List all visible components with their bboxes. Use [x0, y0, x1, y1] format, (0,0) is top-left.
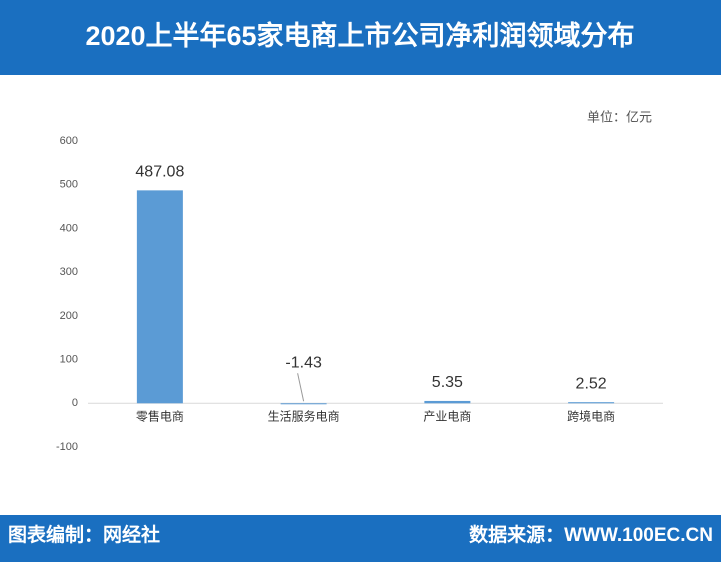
y-tick-label: 100 [60, 353, 78, 365]
x-tick-label: 产业电商 [423, 408, 471, 423]
bar [568, 402, 615, 404]
y-tick-label: 500 [60, 179, 78, 191]
bar [280, 403, 327, 405]
header-band [0, 0, 721, 75]
data-label: 5.35 [432, 374, 463, 391]
y-tick-label: 0 [72, 397, 78, 409]
y-tick-label: 200 [60, 310, 78, 322]
bar [136, 190, 183, 404]
unit-label: 单位：亿元 [587, 109, 652, 124]
y-tick-label: -100 [56, 441, 78, 453]
footer-right: 数据来源：WWW.100EC.CN [469, 523, 713, 546]
y-tick-label: 300 [60, 266, 78, 278]
bar [424, 400, 471, 404]
data-label: -1.43 [285, 355, 322, 372]
x-tick-label: 零售电商 [136, 408, 184, 423]
data-label: 2.52 [576, 375, 607, 392]
data-label: 487.08 [135, 164, 184, 181]
y-tick-label: 600 [60, 135, 78, 147]
y-tick-label: 400 [60, 222, 78, 234]
leader-line [297, 373, 305, 402]
chart-title: 2020上半年65家电商上市公司净利润领域分布 [85, 20, 634, 51]
x-tick-label: 跨境电商 [567, 408, 615, 423]
footer-left: 图表编制：网经社 [8, 523, 160, 546]
footer-band [0, 515, 721, 562]
x-tick-label: 生活服务电商 [268, 408, 340, 423]
